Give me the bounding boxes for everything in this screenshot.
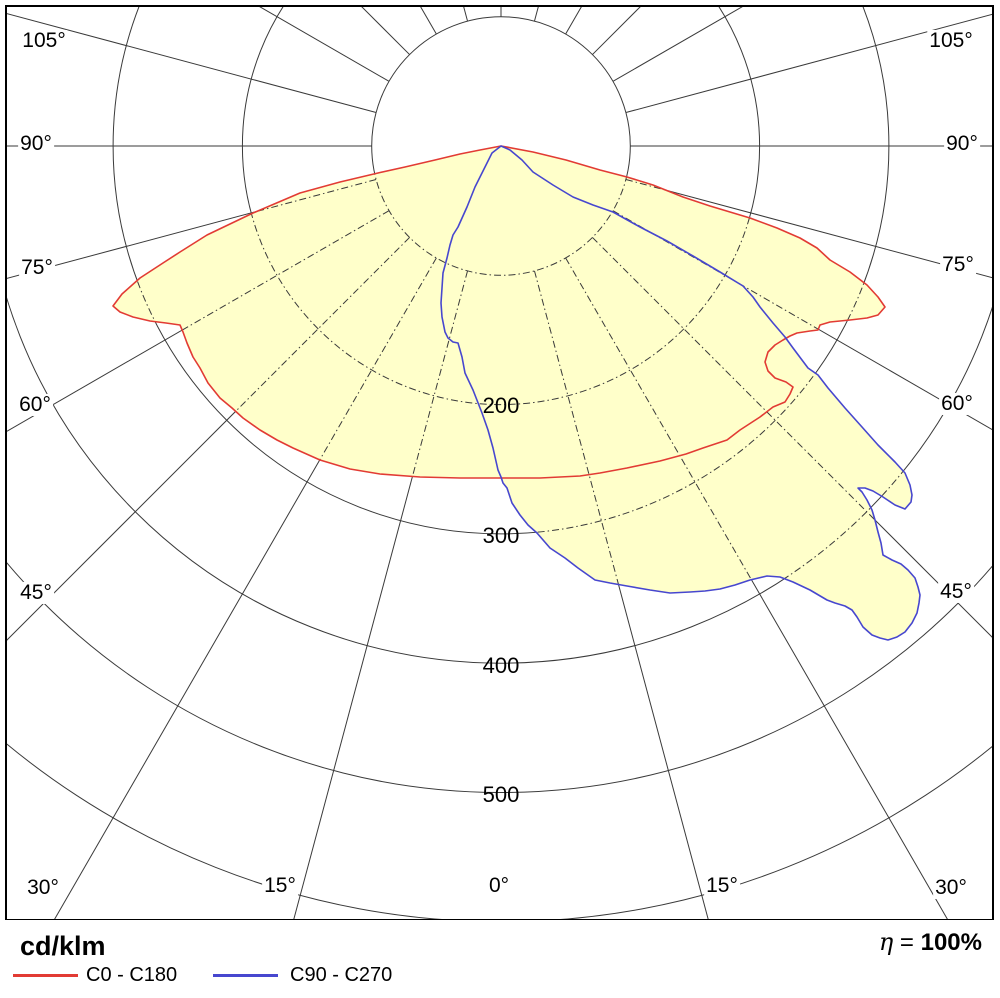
eta-symbol: η (878, 928, 894, 956)
legend-label-c0-c180: C0 - C180 (86, 964, 178, 986)
angle-label-75: 75° (940, 252, 976, 277)
angle-label-30: 30° (933, 875, 969, 900)
angle-label-90: 90° (18, 131, 54, 156)
c90-c270-fill (441, 146, 920, 640)
eta-value: 100% (920, 929, 982, 956)
angle-label-45: 45° (938, 579, 974, 604)
angle-label-15: 15° (262, 873, 298, 898)
angle-label-90: 90° (944, 131, 980, 156)
radius-label-500: 500 (482, 782, 520, 807)
radius-label-300: 300 (482, 523, 520, 548)
angle-label-45: 45° (18, 580, 54, 605)
legend-line-c90-c270-swatch (213, 974, 278, 977)
angle-label-75: 75° (19, 255, 55, 280)
angle-label-30: 30° (25, 875, 61, 900)
angle-label-0: 0° (486, 873, 512, 898)
light-output-ratio: η = 100% (879, 928, 982, 957)
angle-label-105: 105° (20, 28, 68, 53)
eta-equals: = (899, 929, 914, 956)
legend-strip: cd/klm C0 - C180 C90 - C270 η = 100% (0, 920, 1000, 998)
legend-units-title: cd/klm (20, 931, 106, 961)
angle-label-105: 105° (927, 28, 975, 53)
c90-c270-curve (440, 145, 921, 641)
legend-line-c0-c180-swatch (13, 974, 78, 977)
radius-label-200: 200 (482, 393, 520, 418)
angle-label-15: 15° (704, 873, 740, 898)
angle-label-60: 60° (939, 391, 975, 416)
angle-label-60: 60° (17, 392, 53, 417)
c0-c180-curve (112, 145, 886, 479)
legend-label-c90-c270: C90 - C270 (290, 964, 393, 986)
radius-label-400: 400 (482, 653, 520, 678)
